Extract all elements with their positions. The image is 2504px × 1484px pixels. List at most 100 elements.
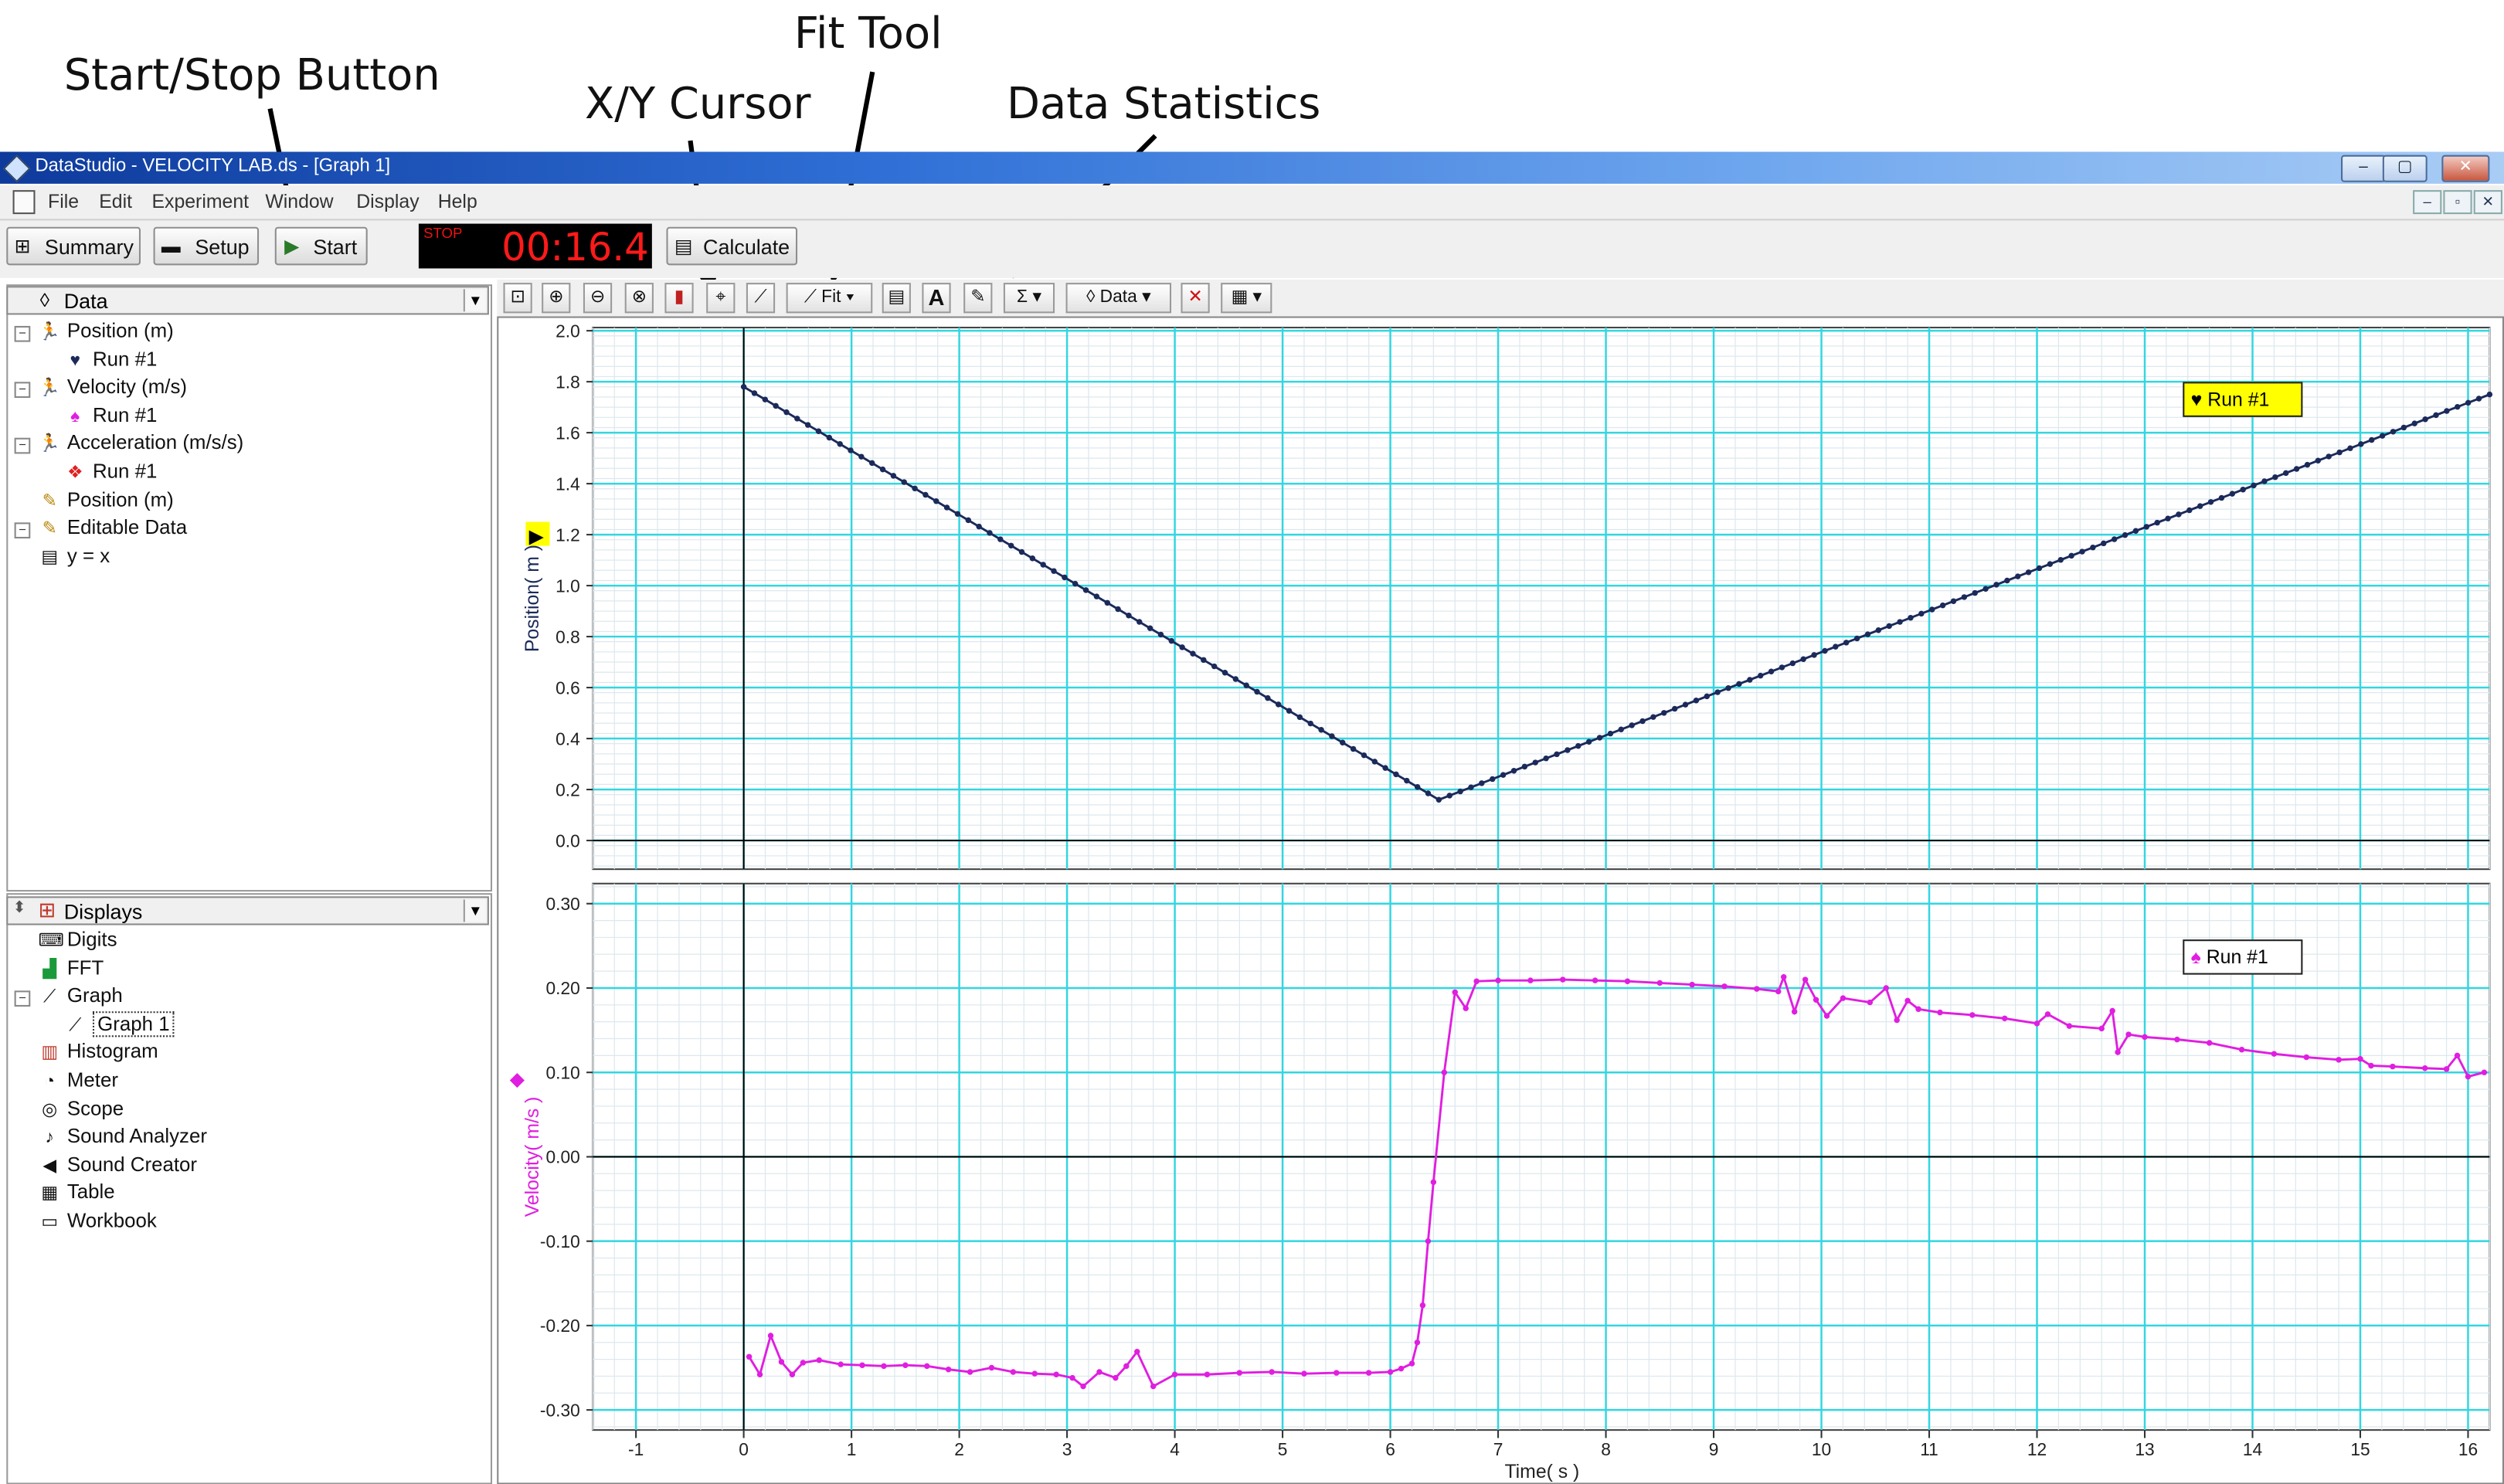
panel-collapse-icon[interactable]: ⬍ <box>12 899 26 918</box>
position-legend[interactable]: ♥ Run #1 <box>2183 382 2303 417</box>
close-window-button[interactable]: ✕ <box>2441 155 2490 182</box>
calculator-button[interactable]: ▤ <box>882 283 911 314</box>
graph-icon: ⟋ <box>69 1016 82 1035</box>
prediction-tool-button[interactable]: ✎ <box>963 283 993 314</box>
data-tree-item[interactable]: ♥ Run #1 <box>64 348 157 370</box>
x-tick-label: 9 <box>1709 1439 1719 1459</box>
data-panel-header[interactable]: ◊ Data ▼ <box>6 286 489 315</box>
data-point <box>1334 1370 1340 1376</box>
menu-window[interactable]: Window <box>265 190 334 213</box>
data-point <box>1495 977 1501 983</box>
data-point <box>2125 1031 2132 1037</box>
minimize-button[interactable]: – <box>2341 155 2386 182</box>
tree-expander-icon[interactable]: − <box>14 438 31 455</box>
data-tree-item[interactable]: ✎ Editable Data <box>39 516 188 538</box>
data-tree-item[interactable]: ❖ Run #1 <box>64 460 157 483</box>
data-point <box>1479 780 1485 786</box>
menu-display[interactable]: Display <box>356 190 420 213</box>
display-list-item[interactable]: ⟋ Graph 1 <box>64 1010 175 1037</box>
maximize-button[interactable]: ▢ <box>2382 155 2428 182</box>
y-axis-label: Velocity( m/s ) <box>522 1097 543 1217</box>
settings-button[interactable]: ▦ ▾ <box>1221 283 1272 314</box>
data-point <box>1463 1005 1469 1011</box>
zoom-select-icon: ⊗ <box>631 287 647 307</box>
summary-button[interactable]: ⊞ Summary <box>6 226 141 266</box>
data-tree-item[interactable]: ▤ y = x <box>39 545 110 567</box>
display-list-item[interactable]: ▟ FFT <box>39 956 104 979</box>
tree-expander-icon[interactable]: − <box>14 522 31 539</box>
menu-edit[interactable]: Edit <box>99 190 133 213</box>
menubar: File Edit Experiment Window Display Help… <box>0 185 2504 221</box>
table-icon: ▦ <box>41 1184 58 1204</box>
display-list-item[interactable]: ▭ Workbook <box>39 1210 156 1232</box>
graph-icon: ⟋ <box>43 987 56 1007</box>
chevron-down-icon[interactable]: ▼ <box>463 289 486 312</box>
mdi-restore-button[interactable]: ▫ <box>2443 190 2472 215</box>
display-list-item[interactable]: ⌨ Digits <box>39 929 117 951</box>
display-list-item[interactable]: ◎ Scope <box>39 1097 124 1119</box>
data-point <box>1018 548 1025 555</box>
zoom-in-icon: ⊕ <box>549 287 564 307</box>
data-tree-item[interactable]: ✎ Position (m) <box>39 488 174 511</box>
data-tree-item[interactable]: 🏃 Acceleration (m/s/s) <box>39 432 243 454</box>
data-tree-item[interactable]: ♠ Run #1 <box>64 404 157 426</box>
data-point <box>1382 765 1388 771</box>
y-tick-label: 2.0 <box>556 321 580 341</box>
data-select-button[interactable]: ▮ <box>664 283 694 314</box>
statistics-button[interactable]: Σ ▾ <box>1003 283 1055 314</box>
menu-file[interactable]: File <box>48 190 80 213</box>
xy-cursor-button[interactable]: ⌖ <box>706 283 736 314</box>
data-point <box>2315 457 2322 464</box>
annotation-button[interactable]: A <box>922 283 951 314</box>
window-titlebar[interactable]: DataStudio - VELOCITY LAB.ds - [Graph 1]… <box>0 151 2504 184</box>
data-point <box>1864 631 1871 637</box>
tree-expander-icon[interactable]: − <box>14 990 31 1007</box>
y-axis-label: Position( m ) <box>522 545 543 652</box>
data-tree-item[interactable]: 🏃 Velocity (m/s) <box>39 375 187 398</box>
chevron-down-icon: ▾ <box>1248 287 1262 307</box>
zoom-in-button[interactable]: ⊕ <box>542 283 571 314</box>
data-panel <box>6 284 493 892</box>
sound-analyzer-icon: ♪ <box>45 1128 54 1148</box>
x-tick-label: -1 <box>628 1439 644 1459</box>
document-icon[interactable] <box>12 190 36 215</box>
tree-expander-icon[interactable]: − <box>14 325 31 342</box>
menu-help[interactable]: Help <box>437 190 477 213</box>
display-list-item[interactable]: ▦ Table <box>39 1181 114 1204</box>
setup-button[interactable]: ▬ Setup <box>153 226 260 266</box>
zoom-select-button[interactable]: ⊗ <box>624 283 654 314</box>
data-point <box>1393 771 1399 778</box>
displays-panel-header[interactable]: ⬍ ⊞ Displays ▼ <box>6 896 489 925</box>
slope-tool-button[interactable]: ⟋ <box>746 283 776 314</box>
display-list-item[interactable]: ⟋ Graph <box>39 984 123 1008</box>
display-list-item[interactable]: ▥ Histogram <box>39 1041 158 1063</box>
tree-expander-icon[interactable]: − <box>14 382 31 399</box>
calculate-button[interactable]: ▤ Calculate <box>666 226 798 266</box>
summary-label: Summary <box>44 235 134 260</box>
data-button[interactable]: ◊ Data ▾ <box>1065 283 1172 314</box>
chevron-down-icon[interactable]: ▼ <box>463 899 486 922</box>
data-point <box>1254 688 1260 695</box>
display-list-item[interactable]: ◀ Sound Creator <box>39 1153 197 1176</box>
data-point <box>1134 1349 1140 1355</box>
velocity-legend[interactable]: ♠ Run #1 <box>2183 939 2303 975</box>
data-point <box>1671 705 1678 712</box>
data-point <box>1123 1363 1130 1370</box>
display-list-item[interactable]: ◔ Meter <box>39 1069 118 1092</box>
data-point <box>1243 682 1249 688</box>
menu-experiment[interactable]: Experiment <box>151 190 250 213</box>
mdi-minimize-button[interactable]: – <box>2413 190 2442 215</box>
start-stop-button[interactable]: ▶ Start <box>274 226 368 266</box>
data-point <box>2272 474 2278 481</box>
display-list-item[interactable]: ♪ Sound Analyzer <box>39 1125 207 1147</box>
mdi-close-button[interactable]: ✕ <box>2473 190 2502 215</box>
data-point <box>2122 531 2129 538</box>
data-tree-item[interactable]: 🏃 Position (m) <box>39 320 174 342</box>
zoom-out-button[interactable]: ⊖ <box>583 283 613 314</box>
data-point <box>2379 433 2386 439</box>
fit-tool-button[interactable]: ⟋ Fit ▾ <box>786 283 873 314</box>
scale-to-fit-button[interactable]: ⊡ <box>503 283 532 314</box>
data-point <box>1833 644 1839 650</box>
remove-button[interactable]: ✕ <box>1181 283 1210 314</box>
